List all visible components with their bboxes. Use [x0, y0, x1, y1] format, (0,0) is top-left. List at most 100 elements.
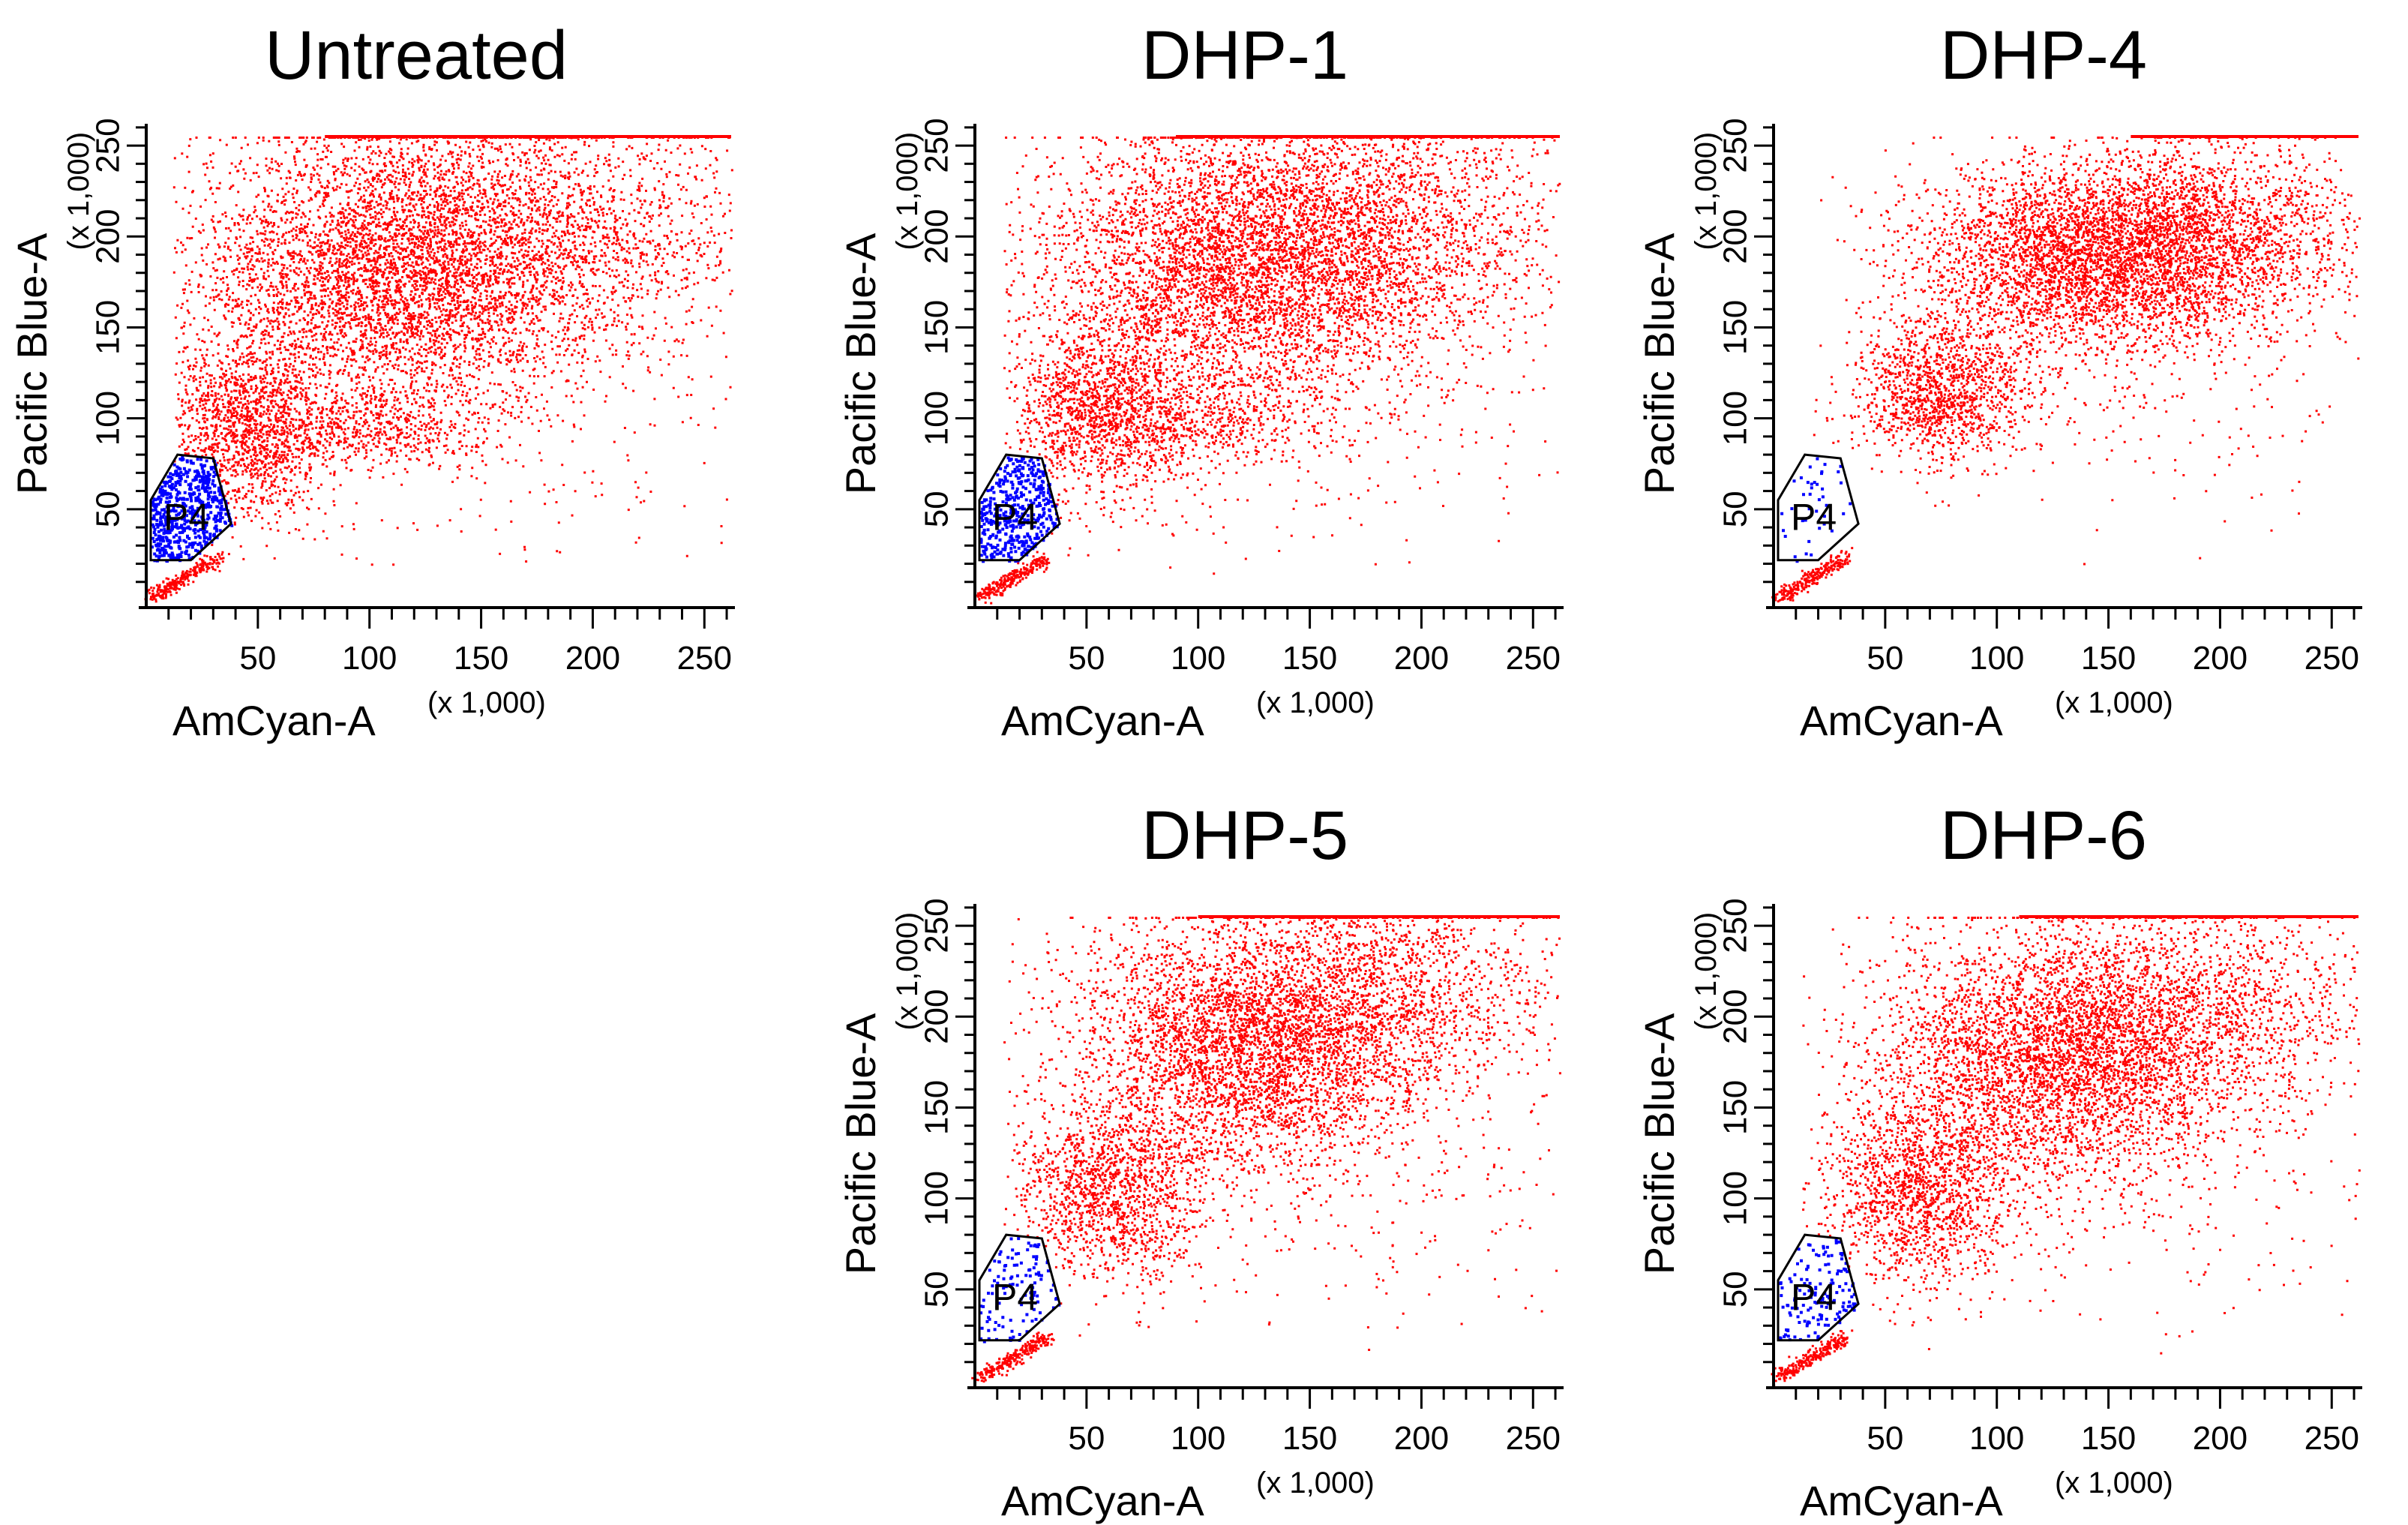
y-tick-label: 50: [1717, 1271, 1754, 1307]
gate-label: P4: [163, 497, 209, 539]
red-events: [971, 917, 1561, 1383]
x-tick-label: 150: [2081, 640, 2136, 677]
y-axis-scale: (x 1,000): [62, 132, 95, 251]
x-tick-label: 200: [2193, 640, 2248, 677]
x-axis-scale: (x 1,000): [2055, 686, 2173, 719]
x-tick-label: 50: [239, 640, 276, 677]
red-event-points: [976, 134, 1561, 605]
x-axis-label: AmCyan-A: [1001, 1477, 1204, 1524]
red-event-points: [1771, 914, 2361, 1387]
plot-panel-dhp-4: DHP-4 P4 50 100 150 200 250 50 100 150 200 250 AmCya…: [1627, 0, 2400, 744]
x-axis-label: AmCyan-A: [1001, 697, 1204, 744]
x-axis-scale: (x 1,000): [2055, 1466, 2173, 1499]
blue-gated-events: [1778, 1238, 1857, 1342]
y-tick-label: 250: [1717, 898, 1754, 953]
x-tick-label: 150: [2081, 1420, 2136, 1457]
y-tick-label: 150: [1717, 1080, 1754, 1135]
y-tick-label: 100: [90, 391, 127, 446]
y-tick-label: 50: [919, 1271, 955, 1307]
x-tick-label: 100: [1969, 640, 2024, 677]
x-tick-label: 50: [1867, 640, 1903, 677]
red-events: [1771, 137, 2361, 603]
red-event-points: [971, 914, 1561, 1383]
x-tick-label: 50: [1867, 1420, 1903, 1457]
scatter-plot-dhp-5: DHP-5 P4 50 100 150 200 250 50 100 150 200 250 AmCya…: [837, 797, 1564, 1524]
scatter-plot-dhp-4: DHP-4 P4 50 100 150 200 250 50 100 150 200 250 AmCya…: [1636, 17, 2362, 744]
x-tick-label: 100: [1969, 1420, 2024, 1457]
red-events: [1771, 917, 2361, 1387]
x-tick-label: 250: [2305, 640, 2359, 677]
gate-label: P4: [992, 1277, 1038, 1319]
gate-polygon-p4[interactable]: [149, 453, 232, 562]
red-events: [976, 137, 1561, 605]
x-axis-label: AmCyan-A: [1800, 697, 2003, 744]
gate-polygon-p4[interactable]: [978, 1233, 1061, 1342]
blue-gated-events: [979, 456, 1060, 563]
y-tick-label: 200: [919, 209, 955, 264]
y-tick-label: 150: [1717, 300, 1754, 355]
blue-gated-events: [1780, 457, 1852, 563]
red-event-points: [1771, 134, 2361, 603]
x-axis-scale: (x 1,000): [1256, 1466, 1375, 1499]
y-tick-label: 250: [919, 898, 955, 953]
y-tick-label: 50: [90, 491, 127, 527]
y-tick-label: 250: [90, 118, 127, 173]
y-tick-label: 200: [919, 989, 955, 1044]
plot-panel-dhp-1: DHP-1 P4 50 100 150 200 250 50 100 150 200 250 AmCya…: [829, 0, 1601, 744]
x-axis-label: AmCyan-A: [172, 697, 376, 744]
x-tick-label: 150: [454, 640, 508, 677]
scatter-plot-dhp-1: DHP-1 P4 50 100 150 200 250 50 100 150 200 250 AmCya…: [837, 17, 1564, 744]
y-tick-label: 200: [1717, 209, 1754, 264]
gate-polygon-p4[interactable]: [1777, 453, 1860, 562]
plot-title: DHP-6: [1940, 797, 2147, 874]
x-tick-label: 250: [2305, 1420, 2359, 1457]
y-axis-scale: (x 1,000): [1690, 132, 1723, 251]
y-axis-label: Pacific Blue-A: [837, 233, 884, 494]
x-tick-label: 200: [565, 640, 620, 677]
gate-polygon-p4[interactable]: [978, 453, 1061, 562]
y-tick-label: 200: [90, 209, 127, 264]
y-tick-label: 150: [919, 1080, 955, 1135]
y-tick-label: 100: [919, 391, 955, 446]
x-tick-label: 100: [342, 640, 397, 677]
y-axis-scale: (x 1,000): [1690, 912, 1723, 1031]
x-tick-label: 200: [1394, 640, 1449, 677]
x-axis-scale: (x 1,000): [427, 686, 546, 719]
y-axis-label: Pacific Blue-A: [837, 1013, 884, 1274]
plot-title: DHP-4: [1940, 17, 2147, 94]
plot-panel-dhp-6: DHP-6 P4 50 100 150 200 250 50 100 150 200 250 AmCya…: [1627, 780, 2400, 1524]
y-tick-label: 100: [919, 1171, 955, 1226]
x-tick-label: 100: [1171, 640, 1225, 677]
y-axis-label: Pacific Blue-A: [1636, 233, 1683, 494]
plot-panel-untreated: Untreated P4 50 100 150 200 250 50 100 150 200 250 A…: [0, 0, 772, 744]
y-tick-label: 250: [1717, 118, 1754, 173]
y-tick-label: 50: [1717, 491, 1754, 527]
plot-title: DHP-5: [1141, 797, 1348, 874]
y-axis-scale: (x 1,000): [891, 132, 924, 251]
scatter-plot-dhp-6: DHP-6 P4 50 100 150 200 250 50 100 150 200 250 AmCya…: [1636, 797, 2362, 1524]
red-events: [144, 137, 733, 603]
x-tick-label: 150: [1282, 1420, 1337, 1457]
x-tick-label: 200: [1394, 1420, 1449, 1457]
y-axis-scale: (x 1,000): [891, 912, 924, 1031]
y-tick-label: 50: [919, 491, 955, 527]
red-event-points: [144, 134, 733, 603]
y-tick-label: 100: [1717, 1171, 1754, 1226]
y-axis-label: Pacific Blue-A: [8, 233, 55, 494]
x-tick-label: 100: [1171, 1420, 1225, 1457]
gate-polygon-p4[interactable]: [1777, 1233, 1860, 1342]
x-tick-label: 200: [2193, 1420, 2248, 1457]
y-tick-label: 150: [919, 300, 955, 355]
x-axis-scale: (x 1,000): [1256, 686, 1375, 719]
y-tick-label: 200: [1717, 989, 1754, 1044]
gate-label: P4: [992, 497, 1038, 539]
x-tick-label: 250: [1506, 640, 1561, 677]
x-tick-label: 150: [1282, 640, 1337, 677]
y-tick-label: 100: [1717, 391, 1754, 446]
scatter-plot-untreated: Untreated P4 50 100 150 200 250 50 100 150 200 250 A…: [8, 17, 735, 744]
plot-panel-dhp-5: DHP-5 P4 50 100 150 200 250 50 100 150 200 250 AmCya…: [829, 780, 1601, 1524]
x-axis-label: AmCyan-A: [1800, 1477, 2003, 1524]
x-tick-label: 250: [1506, 1420, 1561, 1457]
blue-gated-events: [151, 455, 234, 563]
y-tick-label: 250: [919, 118, 955, 173]
